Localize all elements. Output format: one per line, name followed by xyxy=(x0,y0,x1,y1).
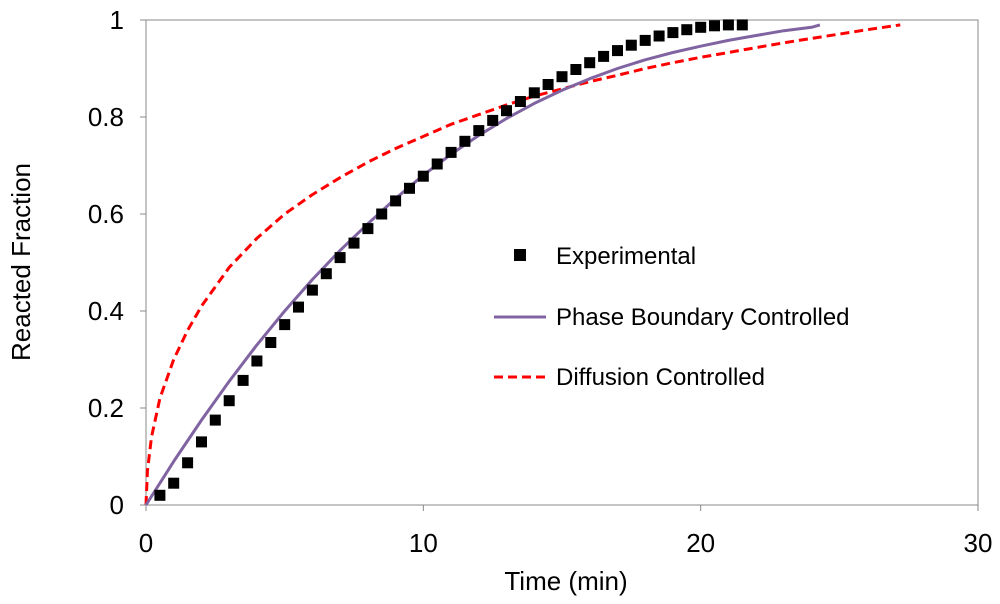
data-point-experimental xyxy=(431,158,443,170)
data-point-experimental xyxy=(612,45,623,57)
data-point-experimental xyxy=(501,105,512,117)
data-point-experimental xyxy=(390,195,402,207)
y-tick-label: 0.8 xyxy=(88,102,124,132)
x-tick-label: 30 xyxy=(964,528,993,558)
tick-layer: 0 10 20 30 0 0.2 0.4 0.6 0.8 1 xyxy=(88,5,993,558)
data-point-experimental xyxy=(667,27,679,39)
data-point-experimental xyxy=(196,436,207,448)
series-line-diffusion-controlled xyxy=(144,23,901,506)
legend-marker-experimental xyxy=(514,249,526,261)
data-point-experimental xyxy=(681,24,693,36)
data-point-experimental xyxy=(639,34,651,46)
data-point-experimental xyxy=(625,39,637,51)
legend-label-experimental: Experimental xyxy=(556,243,696,270)
data-point-experimental xyxy=(209,414,221,426)
data-point-experimental xyxy=(362,223,374,235)
data-point-experimental xyxy=(417,170,429,182)
data-point-experimental xyxy=(445,146,457,158)
data-point-experimental xyxy=(182,457,194,469)
x-tick-label: 20 xyxy=(686,528,715,558)
data-point-experimental xyxy=(306,284,318,296)
y-tick-label: 0.2 xyxy=(88,393,124,423)
data-point-experimental xyxy=(514,96,526,107)
data-point-experimental xyxy=(598,50,610,62)
data-point-experimental xyxy=(570,64,582,75)
data-point-experimental xyxy=(320,268,332,280)
data-point-experimental xyxy=(237,374,249,386)
data-point-experimental xyxy=(653,30,665,42)
x-tick-label: 10 xyxy=(409,528,438,558)
data-point-experimental xyxy=(293,301,304,313)
data-point-experimental xyxy=(376,208,388,220)
y-tick-label: 0.4 xyxy=(88,296,124,326)
legend: Experimental Phase Boundary Controlled D… xyxy=(494,243,850,391)
data-point-experimental xyxy=(487,114,499,126)
y-tick-label: 1 xyxy=(110,5,124,35)
data-point-experimental xyxy=(154,489,166,501)
y-tick-label: 0.6 xyxy=(88,199,124,229)
x-axis-title: Time (min) xyxy=(504,566,627,596)
data-point-experimental xyxy=(736,19,748,31)
plot-area-frame xyxy=(145,19,979,506)
series-layer xyxy=(144,19,901,506)
data-point-experimental xyxy=(404,182,415,194)
legend-label-diffusion: Diffusion Controlled xyxy=(556,364,765,391)
y-axis-title: Reacted Fraction xyxy=(6,163,36,361)
data-point-experimental xyxy=(279,319,291,331)
data-point-experimental xyxy=(223,395,235,407)
data-point-experimental xyxy=(265,337,277,348)
data-point-experimental xyxy=(709,20,720,32)
data-point-experimental xyxy=(348,237,360,249)
data-point-experimental xyxy=(722,19,734,31)
y-tick-label: 0 xyxy=(110,490,124,520)
series-line-phase-boundary-controlled xyxy=(144,23,821,506)
data-point-experimental xyxy=(528,87,540,99)
data-point-experimental xyxy=(459,135,471,147)
data-point-experimental xyxy=(473,125,485,137)
legend-label-phase-boundary: Phase Boundary Controlled xyxy=(556,304,850,331)
data-point-experimental xyxy=(556,71,568,83)
data-point-experimental xyxy=(542,79,554,90)
data-point-experimental xyxy=(334,252,346,264)
x-tick-label: 0 xyxy=(139,528,153,558)
data-point-experimental xyxy=(584,57,596,69)
data-point-experimental xyxy=(251,355,263,367)
data-point-experimental xyxy=(168,477,180,489)
data-point-experimental xyxy=(695,21,707,33)
